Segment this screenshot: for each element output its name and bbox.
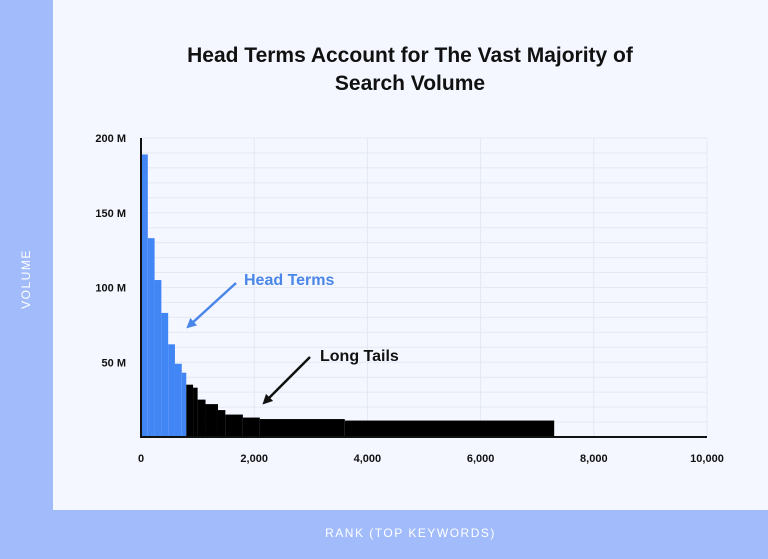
y-tick-label: 100 M (95, 283, 126, 295)
head-terms-arrow (186, 282, 237, 329)
long-tails-arrow (262, 356, 311, 405)
bar (197, 399, 206, 437)
chart-title: Head Terms Account for The Vast Majority… (187, 44, 633, 95)
x-tick-label: 10,000 (690, 453, 724, 465)
x-axis-band: RANK (TOP KEYWORDS) (53, 510, 768, 559)
x-axis-label: RANK (TOP KEYWORDS) (325, 526, 496, 540)
y-axis-band: VOLUME (0, 0, 53, 559)
bar (181, 372, 187, 437)
bars (141, 154, 555, 437)
y-tick-label: 200 M (95, 133, 126, 145)
bar (193, 387, 198, 437)
x-tick-label: 0 (138, 453, 144, 465)
bar (225, 414, 243, 437)
x-tick-label: 8,000 (580, 453, 608, 465)
bar (259, 419, 345, 437)
bar (186, 384, 194, 437)
bar (217, 410, 226, 437)
bar (147, 238, 155, 437)
bar (154, 280, 162, 437)
bar (344, 420, 555, 437)
tick-labels: 0 2,000 4,000 6,000 8,000 10,000 50 M 100 M 150 … (95, 133, 723, 465)
bar (242, 417, 260, 437)
long-tails-annotation: Long Tails (320, 348, 399, 365)
bar (174, 363, 182, 437)
y-tick-label: 50 M (102, 357, 126, 369)
y-tick-label: 150 M (95, 208, 126, 220)
x-tick-label: 4,000 (354, 453, 382, 465)
grid-lines (141, 137, 708, 438)
bar (141, 154, 148, 437)
head-terms-annotation: Head Terms (244, 272, 335, 289)
axes (140, 138, 707, 438)
bar (161, 312, 169, 437)
bar (168, 344, 175, 437)
x-tick-label: 2,000 (240, 453, 268, 465)
bar (205, 404, 218, 437)
x-tick-label: 6,000 (467, 453, 495, 465)
